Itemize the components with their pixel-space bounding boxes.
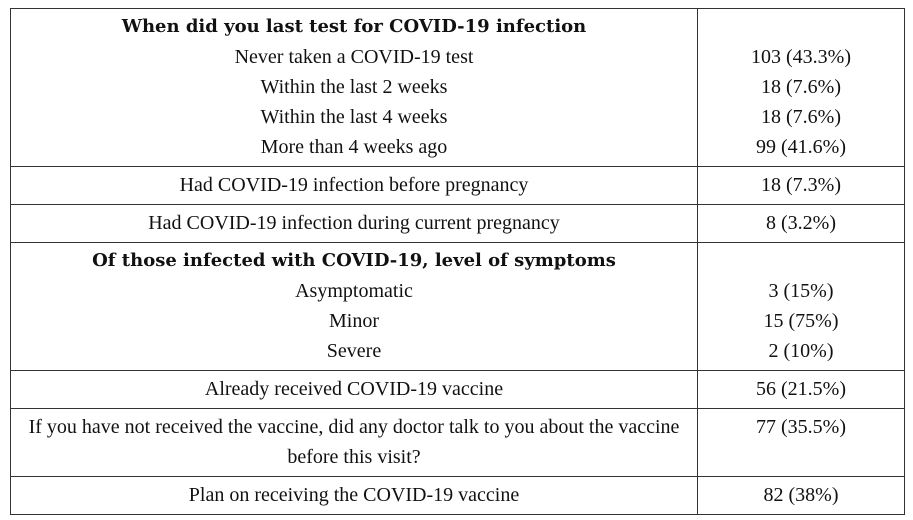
label-cell: Plan on receiving the COVID-19 vaccine [10,476,698,515]
table-row: Had COVID-19 infection during current pr… [10,204,905,243]
row-label: Within the last 2 weeks [260,76,448,98]
table-row: Of those infected with COVID-19, level o… [10,242,905,371]
row-label: Never taken a COVID-19 test [234,46,474,68]
value-cell: 18 (7.3%) [697,166,905,205]
row-label: Minor [329,310,379,332]
row-label: Asymptomatic [295,280,413,302]
row-value: 99 (41.6%) [756,136,846,158]
value-cell: 3 (15%) 15 (75%) 2 (10%) [697,242,905,371]
row-value: 18 (7.6%) [761,106,841,128]
row-value: 82 (38%) [763,484,839,506]
spacer [706,246,896,276]
data-table: When did you last test for COVID-19 infe… [10,8,905,515]
value-cell: 8 (3.2%) [697,204,905,243]
value-cell: 103 (43.3%) 18 (7.6%) 18 (7.6%) 99 (41.6%) [697,8,905,167]
row-label: Already received COVID-19 vaccine [204,378,504,400]
table-row: Plan on receiving the COVID-19 vaccine 82… [10,476,905,515]
table-row: Already received COVID-19 vaccine 56 (21.… [10,370,905,409]
label-cell: Already received COVID-19 vaccine [10,370,698,409]
section-heading: When did you last test for COVID-19 infe… [121,16,587,37]
row-label: If you have not received the vaccine, di… [28,416,680,468]
label-cell: Had COVID-19 infection before pregnancy [10,166,698,205]
label-cell: Of those infected with COVID-19, level o… [10,242,698,371]
table-row: Had COVID-19 infection before pregnancy 1… [10,166,905,205]
table-row: When did you last test for COVID-19 infe… [10,8,905,167]
label-cell: If you have not received the vaccine, di… [10,408,698,477]
table-row: If you have not received the vaccine, di… [10,408,905,477]
row-value: 18 (7.6%) [761,76,841,98]
label-cell: Had COVID-19 infection during current pr… [10,204,698,243]
row-value: 103 (43.3%) [751,46,851,68]
row-label: Within the last 4 weeks [260,106,448,128]
row-value: 15 (75%) [763,310,839,332]
row-value: 2 (10%) [768,340,834,362]
value-cell: 77 (35.5%) [697,408,905,477]
table-body: When did you last test for COVID-19 infe… [10,8,905,515]
row-label: Had COVID-19 infection before pregnancy [179,174,529,196]
row-value: 56 (21.5%) [756,378,846,400]
row-value: 8 (3.2%) [766,212,836,234]
section-heading: Of those infected with COVID-19, level o… [92,250,616,271]
row-label: More than 4 weeks ago [260,136,448,158]
value-cell: 82 (38%) [697,476,905,515]
row-value: 77 (35.5%) [756,416,846,438]
row-label: Plan on receiving the COVID-19 vaccine [188,484,520,506]
label-cell: When did you last test for COVID-19 infe… [10,8,698,167]
spacer [706,12,896,42]
row-value: 18 (7.3%) [761,174,841,196]
row-label: Had COVID-19 infection during current pr… [148,212,560,234]
row-label: Severe [326,340,382,362]
value-cell: 56 (21.5%) [697,370,905,409]
row-value: 3 (15%) [768,280,834,302]
